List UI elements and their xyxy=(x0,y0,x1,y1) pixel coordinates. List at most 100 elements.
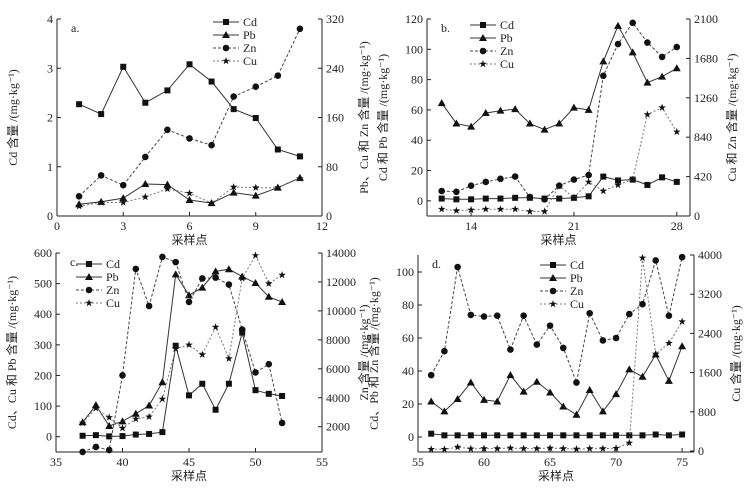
data-point-cu xyxy=(599,444,607,452)
data-point-cu xyxy=(506,444,515,452)
series-line-cd xyxy=(82,332,283,437)
data-point-cu xyxy=(437,205,446,213)
data-point-cu xyxy=(238,274,246,282)
data-point-pb xyxy=(638,372,647,380)
data-point-cd xyxy=(512,194,519,201)
x-tick-label: 21 xyxy=(568,219,580,233)
data-point-cu xyxy=(540,207,549,215)
data-point-cd xyxy=(186,61,193,68)
data-point-cu xyxy=(163,184,172,193)
data-point-pb xyxy=(185,195,194,203)
data-point-pb xyxy=(437,99,446,107)
data-point-cd xyxy=(556,195,563,202)
y-right-tick-label: 240 xyxy=(326,61,344,75)
data-point-zn xyxy=(467,182,475,189)
data-point-cd xyxy=(586,432,593,439)
y-left-tick-label: 100 xyxy=(405,42,423,56)
data-point-cu xyxy=(625,438,634,447)
data-point-pb xyxy=(105,421,114,429)
data-point-cu xyxy=(467,444,475,453)
data-point-zn xyxy=(199,275,206,282)
data-point-cu xyxy=(185,340,193,349)
data-point-pb xyxy=(546,388,555,396)
panel-label: c. xyxy=(70,255,78,269)
series-line-cu xyxy=(82,254,283,429)
data-point-cd xyxy=(441,432,448,439)
data-point-zn xyxy=(296,25,304,33)
legend-marker-pb xyxy=(85,273,93,280)
series-pb xyxy=(437,21,681,133)
data-point-cu xyxy=(519,444,528,452)
data-point-zn xyxy=(278,419,286,427)
data-point-cd xyxy=(146,430,153,437)
data-point-pb xyxy=(628,48,637,56)
data-point-cd xyxy=(296,153,303,160)
data-point-cu xyxy=(643,110,652,118)
data-point-cu xyxy=(158,395,167,403)
y-right-tick-label: 840 xyxy=(694,130,712,144)
series-line-pb xyxy=(430,346,683,416)
data-point-pb xyxy=(278,297,287,305)
data-point-cd xyxy=(208,78,215,85)
data-point-pb xyxy=(585,385,594,393)
data-point-zn xyxy=(97,172,105,179)
legend-label-zn: Zn xyxy=(500,44,513,58)
data-point-cd xyxy=(212,406,219,413)
series-cu xyxy=(427,253,686,453)
series-line-zn xyxy=(78,28,301,197)
y-left-tick-label: 2 xyxy=(47,111,53,125)
data-point-pb xyxy=(481,108,490,116)
y-right-tick-label: 420 xyxy=(694,170,712,184)
data-point-cu xyxy=(651,350,660,358)
x-tick-label: 9 xyxy=(253,219,259,233)
data-point-cd xyxy=(573,432,580,439)
data-point-cd xyxy=(560,432,567,439)
y-right-tick-label: 0 xyxy=(698,444,704,458)
data-point-zn xyxy=(274,72,282,79)
data-point-cu xyxy=(118,424,127,432)
y-left-axis-label: Cd、Cu 和 Pb 含量 /(mg·kg⁻¹) xyxy=(4,276,19,429)
data-point-pb xyxy=(251,191,260,199)
data-point-cd xyxy=(279,392,286,399)
legend-marker-zn xyxy=(549,287,557,295)
data-point-cu xyxy=(229,183,238,191)
y-right-tick-label: 4000 xyxy=(698,248,722,262)
y-right-tick-label: 3200 xyxy=(698,287,722,301)
y-left-tick-label: 200 xyxy=(34,368,52,382)
data-point-pb xyxy=(171,270,180,278)
data-point-cd xyxy=(652,431,659,438)
data-point-cu xyxy=(585,444,594,452)
data-point-pb xyxy=(229,188,238,196)
data-point-pb xyxy=(163,180,172,188)
data-point-cu xyxy=(570,193,578,201)
data-point-cu xyxy=(555,181,563,189)
data-point-zn xyxy=(238,326,246,333)
data-point-pb xyxy=(452,119,461,127)
data-point-zn xyxy=(482,178,490,186)
data-point-cu xyxy=(251,183,260,191)
data-point-cu xyxy=(612,444,620,452)
series-zn xyxy=(75,25,304,200)
series-line-zn xyxy=(441,21,678,200)
data-point-cd xyxy=(92,432,99,439)
data-point-zn xyxy=(586,309,593,317)
data-point-cu xyxy=(511,205,519,213)
y-right-axis-label: Cu 含量 /(mg·kg⁻¹) xyxy=(728,305,743,402)
data-point-pb xyxy=(506,371,515,379)
data-point-cu xyxy=(251,251,260,259)
y-left-tick-label: 100 xyxy=(396,265,414,279)
data-point-pb xyxy=(598,407,607,415)
data-point-zn xyxy=(652,257,660,264)
data-point-pb xyxy=(664,376,673,384)
data-point-cd xyxy=(79,432,86,439)
legend-label-zn: Zn xyxy=(243,41,256,55)
data-point-zn xyxy=(480,313,488,320)
data-point-cd xyxy=(533,432,540,439)
data-point-pb xyxy=(614,21,623,29)
data-point-cu xyxy=(526,207,534,215)
data-point-cd xyxy=(600,173,607,180)
y-left-tick-label: 80 xyxy=(402,298,414,312)
series-line-zn xyxy=(430,256,683,385)
data-point-cu xyxy=(225,354,233,362)
data-point-zn xyxy=(467,311,475,319)
